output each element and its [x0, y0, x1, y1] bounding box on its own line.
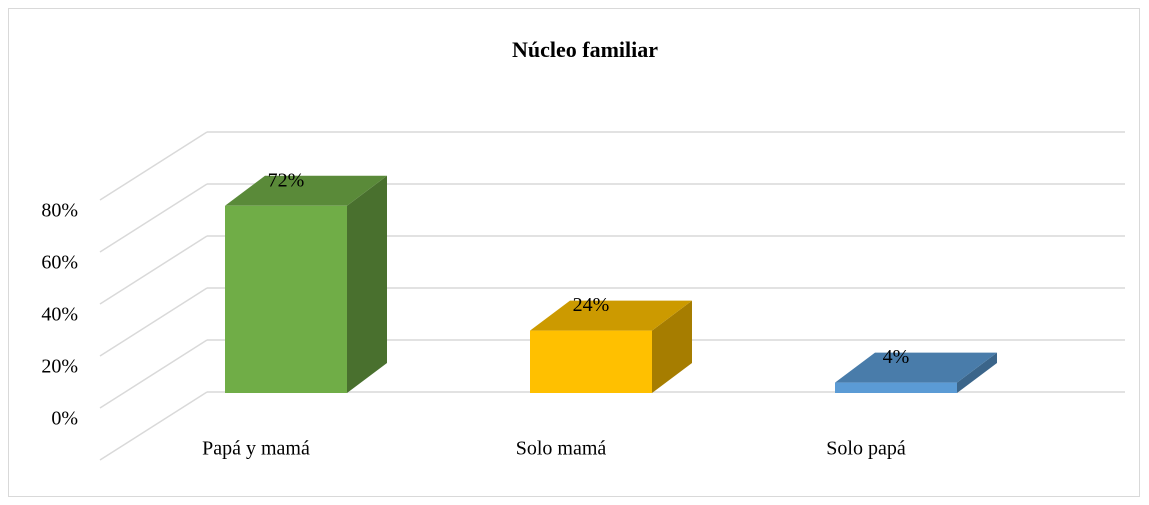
grid-line-side [99, 287, 208, 357]
y-tick-label: 60% [41, 252, 78, 274]
x-tick-label: Solo papá [826, 438, 906, 460]
bar-top [835, 352, 997, 383]
grid-line-side [99, 339, 208, 409]
wall-side [99, 131, 208, 201]
chart-title: Núcleo familiar [512, 37, 658, 62]
bar-top [225, 175, 387, 206]
value-label: 72% [268, 169, 305, 191]
bar-side [957, 352, 997, 393]
x-tick-label: Papá y mamá [202, 438, 310, 460]
y-tick-label: 0% [51, 408, 78, 430]
grid-line-side [99, 235, 208, 305]
y-tick-label: 40% [41, 304, 78, 326]
x-tick-label: Solo mamá [516, 438, 607, 460]
bar-side [347, 175, 387, 393]
bar-top [530, 300, 692, 331]
bar [530, 330, 652, 393]
value-label: 4% [883, 346, 910, 368]
grid-line-side [99, 391, 208, 461]
y-tick-label: 80% [41, 200, 78, 222]
grid-line-side [99, 183, 208, 253]
chart-border [8, 8, 1140, 497]
bar [225, 205, 347, 393]
y-tick-label: 20% [41, 356, 78, 378]
bar [835, 382, 957, 393]
value-label: 24% [573, 294, 610, 316]
bar-side [652, 300, 692, 393]
